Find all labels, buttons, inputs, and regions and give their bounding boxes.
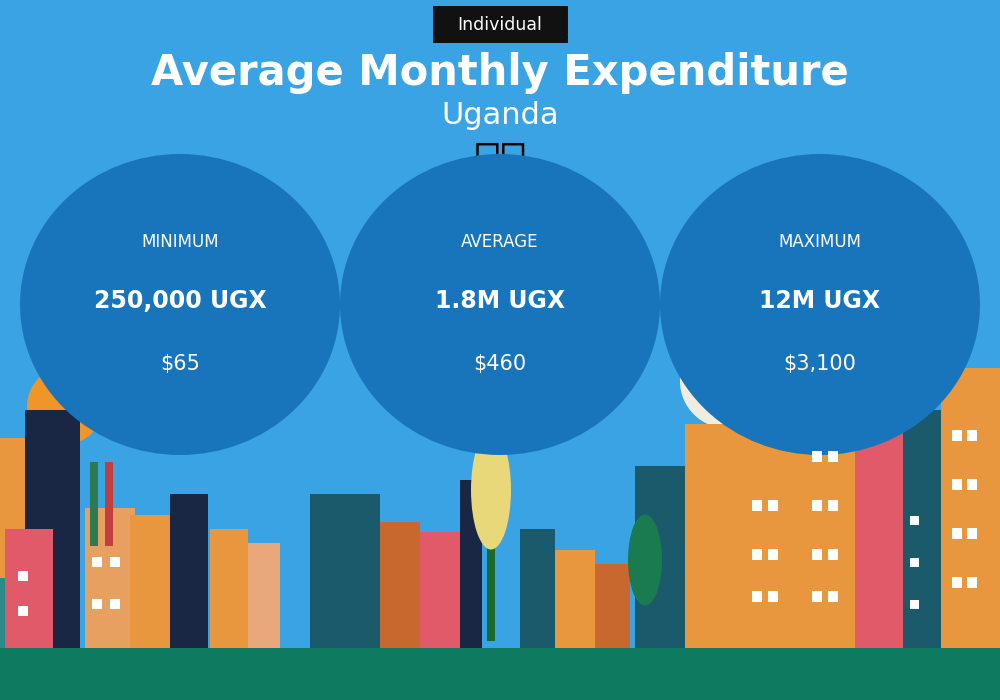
Bar [903,410,941,648]
Bar [595,564,630,648]
Bar [25,410,80,648]
Text: AVERAGE: AVERAGE [461,232,539,251]
Bar [110,599,120,609]
Text: 1.8M UGX: 1.8M UGX [435,289,565,313]
FancyBboxPatch shape [432,6,568,43]
Bar [170,494,208,648]
Bar [210,528,248,648]
Ellipse shape [27,368,103,444]
Bar [18,606,28,616]
Ellipse shape [471,430,511,550]
Text: Individual: Individual [458,15,542,34]
Bar [952,479,962,490]
Ellipse shape [160,308,290,427]
Bar [105,462,113,546]
Ellipse shape [660,154,980,455]
Bar [92,599,102,609]
Bar [420,532,460,648]
Bar [967,430,977,441]
Bar [92,557,102,567]
Bar [812,549,822,560]
Bar [752,549,762,560]
Bar [0,438,75,648]
Bar [812,500,822,511]
Bar [828,591,838,602]
Bar [130,514,170,648]
Ellipse shape [145,340,245,430]
Ellipse shape [460,357,540,427]
Text: $65: $65 [160,354,200,374]
Bar [110,557,120,567]
Bar [380,522,420,648]
Bar [555,550,595,648]
Bar [740,382,800,648]
Ellipse shape [205,337,295,421]
Bar [967,577,977,588]
Bar [828,500,838,511]
Bar [752,500,762,511]
Bar [460,480,482,648]
Text: Average Monthly Expenditure: Average Monthly Expenditure [151,52,849,94]
Bar [0,648,1000,700]
Bar [768,549,778,560]
Bar [967,528,977,539]
Bar [685,424,740,648]
Ellipse shape [730,357,810,427]
Ellipse shape [20,154,340,455]
Bar [0,578,30,648]
Ellipse shape [340,154,660,455]
Bar [90,462,98,546]
Bar [952,528,962,539]
Ellipse shape [680,334,780,429]
Bar [941,368,1000,648]
Bar [768,500,778,511]
Bar [800,354,855,648]
Bar [248,542,280,648]
Bar [910,516,919,525]
Text: 12M UGX: 12M UGX [759,289,881,313]
Bar [812,451,822,462]
Bar [635,466,685,648]
Bar [520,528,555,648]
Bar [910,558,919,567]
Text: $460: $460 [473,354,527,374]
Bar [85,508,135,648]
Ellipse shape [692,301,828,427]
Bar [828,451,838,462]
Text: Uganda: Uganda [441,101,559,130]
Text: MAXIMUM: MAXIMUM [778,232,862,251]
Text: 250,000 UGX: 250,000 UGX [94,289,266,313]
Bar [967,479,977,490]
Text: $3,100: $3,100 [784,354,856,374]
Bar [752,591,762,602]
Bar [5,528,53,648]
Bar [768,591,778,602]
Text: MINIMUM: MINIMUM [141,232,219,251]
Bar [812,591,822,602]
Ellipse shape [628,514,662,606]
Bar [910,600,919,609]
Bar [952,430,962,441]
Text: 🇺🇬: 🇺🇬 [473,139,527,183]
Bar [828,549,838,560]
Bar [487,486,495,640]
Ellipse shape [739,329,835,420]
Bar [952,577,962,588]
Bar [855,395,903,648]
Bar [18,570,28,581]
Bar [310,494,380,648]
